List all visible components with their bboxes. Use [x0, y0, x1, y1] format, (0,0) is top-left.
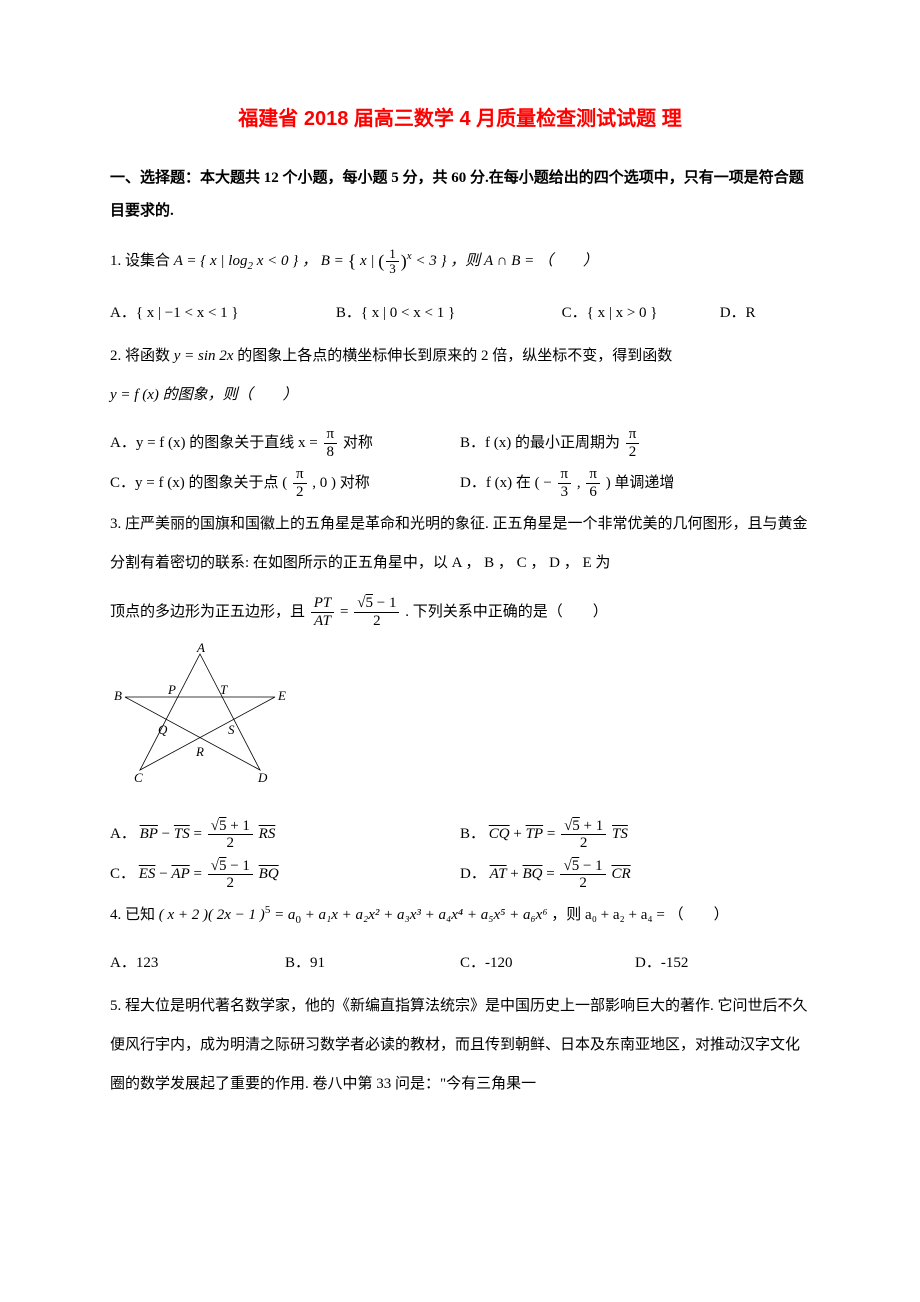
q2-func: y = sin 2x — [174, 348, 234, 364]
star-label-D: D — [257, 770, 268, 785]
q1-optC: C．{ x | x > 0 } — [562, 295, 720, 331]
q2-D-f1: π3 — [558, 466, 572, 500]
q2-l1-post: 的图象上各点的横坐标伸长到原来的 2 倍，纵坐标不变，得到函数 — [233, 348, 672, 364]
page-title: 福建省 2018 届高三数学 4 月质量检查测试试题 理 — [110, 100, 810, 138]
q2-optA: A．y = f (x) 的图象关于直线 x = π8 对称 — [110, 425, 460, 461]
q4-optD: D．-152 — [635, 945, 810, 981]
question-5: 5. 程大位是明代著名数学家，他的《新编直指算法统宗》是中国历史上一部影响巨大的… — [110, 987, 810, 1104]
question-3-line2: 顶点的多边形为正五边形，且 PTAT = √5 − 12 . 下列关系中正确的是… — [110, 593, 810, 632]
q2-row1: A．y = f (x) 的图象关于直线 x = π8 对称 B．f (x) 的最… — [110, 425, 810, 461]
q2-A-frac: π8 — [324, 426, 338, 460]
star-label-C: C — [134, 770, 143, 785]
q1-A-def: A = { x | log — [174, 253, 248, 269]
q3-eq: = — [336, 604, 352, 620]
q3-row1: A． BP − TS = √5 + 12 RS B． CQ + TP = √5 … — [110, 816, 810, 852]
star-label-E: E — [277, 688, 286, 703]
q4-optA: A．123 — [110, 945, 285, 981]
q4-options: A．123 B．91 C．-120 D．-152 — [110, 945, 810, 981]
q1-B-tail: < 3 } ，则 A ∩ B = （ ） — [415, 253, 598, 269]
q4-post: ，则 a₀ + a₂ + a₄ = （ ） — [548, 907, 729, 923]
q1-frac: 13 — [386, 247, 399, 277]
q1-exp: x — [407, 250, 412, 262]
q4-mid: = a — [270, 907, 295, 923]
star-label-Q: Q — [158, 722, 168, 737]
star-label-S: S — [228, 722, 235, 737]
star-label-R: R — [195, 744, 204, 759]
pentagram-figure: A B E C D P T Q S R — [110, 642, 810, 803]
star-label-T: T — [220, 682, 228, 697]
q4-terms: + a₁x + a₂x² + a₃x³ + a₄x⁴ + a₅x⁵ + a₆x⁶ — [301, 907, 548, 923]
q3-row2: C． ES − AP = √5 − 12 BQ D． AT + BQ = √5 … — [110, 856, 810, 892]
q3-para2-post: . 下列关系中正确的是（ ） — [401, 604, 607, 620]
q3-optA: A． BP − TS = √5 + 12 RS — [110, 816, 460, 852]
q1-optD: D．R — [720, 295, 810, 331]
q1-A-tail: x < 0 } ， — [253, 253, 317, 269]
q2-l2: y = f (x) 的图象，则（ ） — [110, 387, 298, 403]
section-intro: 一、选择题：本大题共 12 个小题，每小题 5 分，共 60 分.在每小题给出的… — [110, 162, 810, 228]
star-label-P: P — [167, 682, 176, 697]
question-3: 3. 庄严美丽的国旗和国徽上的五角星是革命和光明的象征. 正五角星是一个非常优美… — [110, 505, 810, 583]
q3-optB: B． CQ + TP = √5 + 12 TS — [460, 816, 810, 852]
q4-expr: ( x + 2 )( 2x − 1 ) — [159, 907, 265, 923]
q4-optC: C．-120 — [460, 945, 635, 981]
q2-row2: C．y = f (x) 的图象关于点 ( π2 , 0 ) 对称 D．f (x)… — [110, 465, 810, 501]
star-label-B: B — [114, 688, 122, 703]
q2-optC: C．y = f (x) 的图象关于点 ( π2 , 0 ) 对称 — [110, 465, 460, 501]
q4-optB: B．91 — [285, 945, 460, 981]
q2-B-frac: π2 — [626, 426, 640, 460]
q1-B-def: B = — [321, 253, 348, 269]
q2-optD: D．f (x) 在 ( − π3 , π6 ) 单调递增 — [460, 465, 810, 501]
q3-para2-pre: 顶点的多边形为正五边形，且 — [110, 604, 309, 620]
q4-pre: 4. 已知 — [110, 907, 159, 923]
q1-optB: B．{ x | 0 < x < 1 } — [336, 295, 562, 331]
paren-l: ( — [378, 251, 384, 271]
question-2: 2. 将函数 y = sin 2x 的图象上各点的横坐标伸长到原来的 2 倍，纵… — [110, 337, 810, 415]
q3-rhs-frac: √5 − 12 — [354, 595, 399, 629]
q2-l1-pre: 2. 将函数 — [110, 348, 174, 364]
brace-l: { — [348, 251, 357, 271]
q3-para1: 3. 庄严美丽的国旗和国徽上的五角星是革命和光明的象征. 正五角星是一个非常优美… — [110, 516, 808, 571]
q1-optA: A．{ x | −1 < x < 1 } — [110, 295, 336, 331]
q3-optC: C． ES − AP = √5 − 12 BQ — [110, 856, 460, 892]
q1-prefix: 1. 设集合 — [110, 253, 174, 269]
star-label-A: A — [196, 642, 205, 655]
q2-optB: B．f (x) 的最小正周期为 π2 — [460, 425, 810, 461]
question-4: 4. 已知 ( x + 2 )( 2x − 1 )5 = a0 + a₁x + … — [110, 896, 810, 935]
q2-D-f2: π6 — [586, 466, 600, 500]
q2-C-frac: π2 — [293, 466, 307, 500]
title-text: 福建省 2018 届高三数学 4 月质量检查测试试题 理 — [238, 108, 681, 130]
q3-lhs-frac: PTAT — [311, 595, 335, 629]
q3-optD: D． AT + BQ = √5 − 12 CR — [460, 856, 810, 892]
q1-options: A．{ x | −1 < x < 1 } B．{ x | 0 < x < 1 }… — [110, 295, 810, 331]
question-1: 1. 设集合 A = { x | log2 x < 0 } ， B = { x … — [110, 238, 810, 285]
pentagram-svg: A B E C D P T Q S R — [110, 642, 290, 792]
